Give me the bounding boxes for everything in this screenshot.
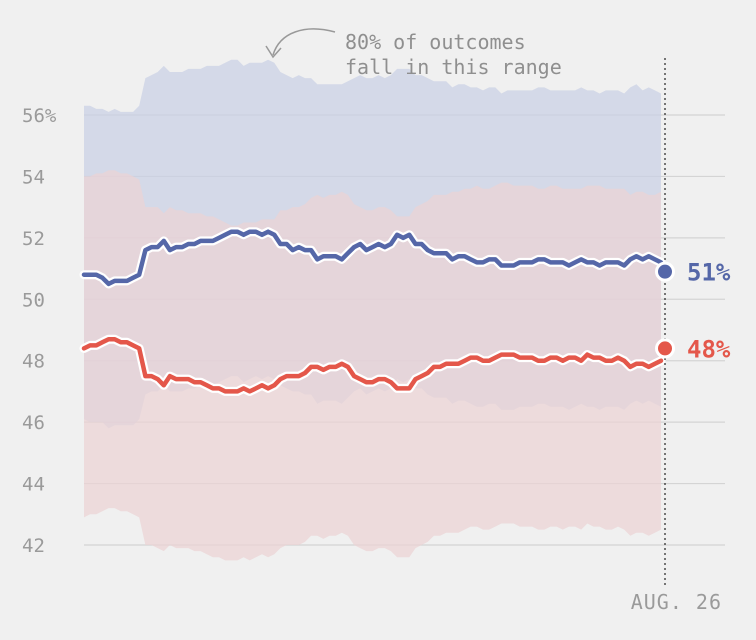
series-line <box>81 336 664 394</box>
end-date-label: AUG. 26 <box>631 590 722 614</box>
annotation-arrow-icon <box>272 28 336 56</box>
y-tick-label: 54 <box>22 166 45 188</box>
y-tick-label: 50 <box>22 289 45 311</box>
y-tick-label: 44 <box>22 474 45 496</box>
outcome-band-1 <box>84 170 661 561</box>
outcome-bands <box>84 59 661 561</box>
annotation-line-1: 80% of outcomes <box>345 30 526 54</box>
y-tick-label: 48 <box>22 351 45 373</box>
y-axis-ticks: 56% 54 52 50 48 46 44 42 <box>22 105 57 557</box>
y-tick-label: 46 <box>22 412 45 434</box>
end-point-marker <box>655 338 675 359</box>
end-point-marker <box>655 261 675 282</box>
end-value-label: 48% <box>687 335 731 363</box>
y-tick-label: 52 <box>22 228 45 250</box>
range-annotation: 80% of outcomes fall in this range <box>265 28 562 79</box>
annotation-line-2: fall in this range <box>345 55 562 79</box>
series-lines <box>79 227 666 396</box>
end-markers: 51% 48% <box>655 259 731 363</box>
series-line <box>81 229 664 287</box>
end-value-label: 51% <box>687 259 731 287</box>
annotation-arrowhead-icon <box>265 45 282 59</box>
y-tick-label: 42 <box>22 535 45 557</box>
y-tick-label: 56% <box>22 105 57 127</box>
